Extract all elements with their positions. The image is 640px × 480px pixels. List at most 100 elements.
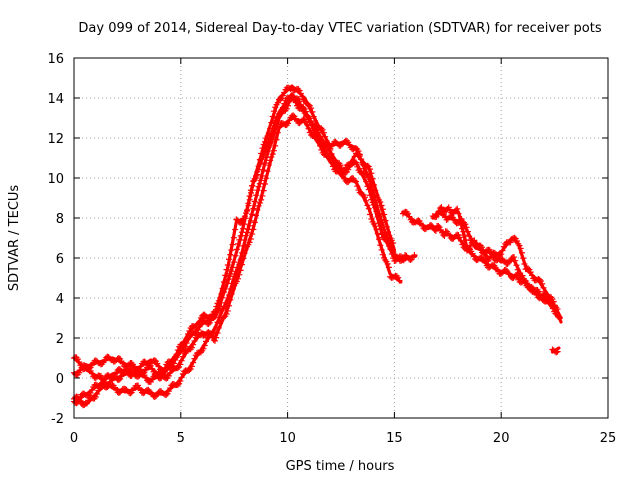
data-point: [329, 163, 336, 170]
data-point: [438, 208, 445, 215]
data-point: [233, 278, 240, 285]
data-point: [167, 369, 174, 376]
data-point: [306, 115, 313, 122]
data-point: [372, 199, 379, 206]
data-point: [251, 198, 258, 205]
data-point: [453, 206, 460, 213]
data-point: [373, 226, 380, 233]
data-point: [543, 293, 550, 300]
data-point: [273, 136, 280, 143]
data-point: [177, 361, 184, 368]
data-point: [265, 162, 272, 169]
data-point: [214, 330, 221, 337]
data-point: [269, 113, 276, 120]
data-point: [467, 237, 474, 244]
series-track-7: [434, 208, 561, 316]
data-point: [115, 376, 122, 383]
data-point: [364, 162, 371, 169]
data-point: [322, 146, 329, 153]
data-point: [240, 225, 247, 232]
data-point: [278, 107, 285, 114]
data-point: [525, 265, 532, 272]
data-point: [269, 151, 276, 158]
data-point: [190, 341, 197, 348]
data-point: [94, 390, 101, 397]
data-point: [227, 251, 234, 258]
data-point: [118, 358, 125, 365]
data-point: [118, 373, 125, 380]
data-point: [556, 314, 563, 321]
data-point: [205, 329, 212, 336]
data-point: [223, 310, 230, 317]
data-point: [368, 196, 375, 203]
data-point: [210, 308, 217, 315]
data-point: [241, 213, 248, 220]
data-point: [136, 366, 143, 373]
series-track-8: [549, 346, 561, 356]
data-point: [232, 226, 239, 233]
data-point: [201, 311, 208, 318]
data-point: [249, 231, 256, 238]
data-point: [458, 215, 465, 222]
data-point: [249, 211, 256, 218]
data-point: [195, 321, 202, 328]
data-point: [200, 345, 207, 352]
data-point: [432, 227, 439, 234]
data-point: [236, 236, 243, 243]
y-tick-label: 2: [56, 332, 64, 347]
y-tick-label: -2: [51, 412, 64, 427]
data-point: [554, 306, 561, 313]
data-point: [161, 364, 168, 371]
data-point: [226, 302, 233, 309]
data-point: [527, 269, 534, 276]
data-point: [377, 212, 384, 219]
data-point: [191, 337, 198, 344]
data-point: [236, 271, 243, 278]
data-point: [250, 205, 257, 212]
data-point: [507, 239, 514, 246]
data-point: [356, 152, 363, 159]
data-point: [398, 257, 405, 264]
data-point: [518, 249, 525, 256]
x-tick-label: 15: [386, 431, 403, 446]
data-point: [274, 99, 281, 106]
data-point: [347, 161, 354, 168]
data-point: [244, 206, 251, 213]
data-point: [504, 260, 511, 267]
data-point: [323, 150, 330, 157]
data-point: [247, 189, 254, 196]
data-point: [340, 171, 347, 178]
data-point: [217, 295, 224, 302]
data-point: [454, 220, 461, 227]
data-point: [363, 170, 370, 177]
data-point: [469, 250, 476, 257]
data-point: [163, 391, 170, 398]
data-point: [335, 165, 342, 172]
data-point: [218, 290, 225, 297]
data-point: [268, 154, 275, 161]
data-point: [445, 204, 452, 211]
data-point: [461, 232, 468, 239]
data-point: [310, 127, 317, 134]
data-point: [92, 393, 99, 400]
data-point: [232, 252, 239, 259]
data-point: [178, 374, 185, 381]
data-point: [140, 370, 147, 377]
data-point: [170, 356, 177, 363]
data-point: [411, 251, 418, 258]
data-point: [259, 172, 266, 179]
data-point: [455, 210, 462, 217]
data-point: [226, 256, 233, 263]
data-point: [351, 153, 358, 160]
data-point: [247, 217, 254, 224]
data-point: [286, 117, 293, 124]
data-point: [308, 118, 315, 125]
data-point: [293, 95, 300, 102]
data-point: [309, 108, 316, 115]
data-point: [333, 162, 340, 169]
data-point: [428, 222, 435, 229]
data-point: [454, 205, 461, 212]
data-point: [215, 324, 222, 331]
data-point: [285, 102, 292, 109]
data-point: [338, 171, 345, 178]
